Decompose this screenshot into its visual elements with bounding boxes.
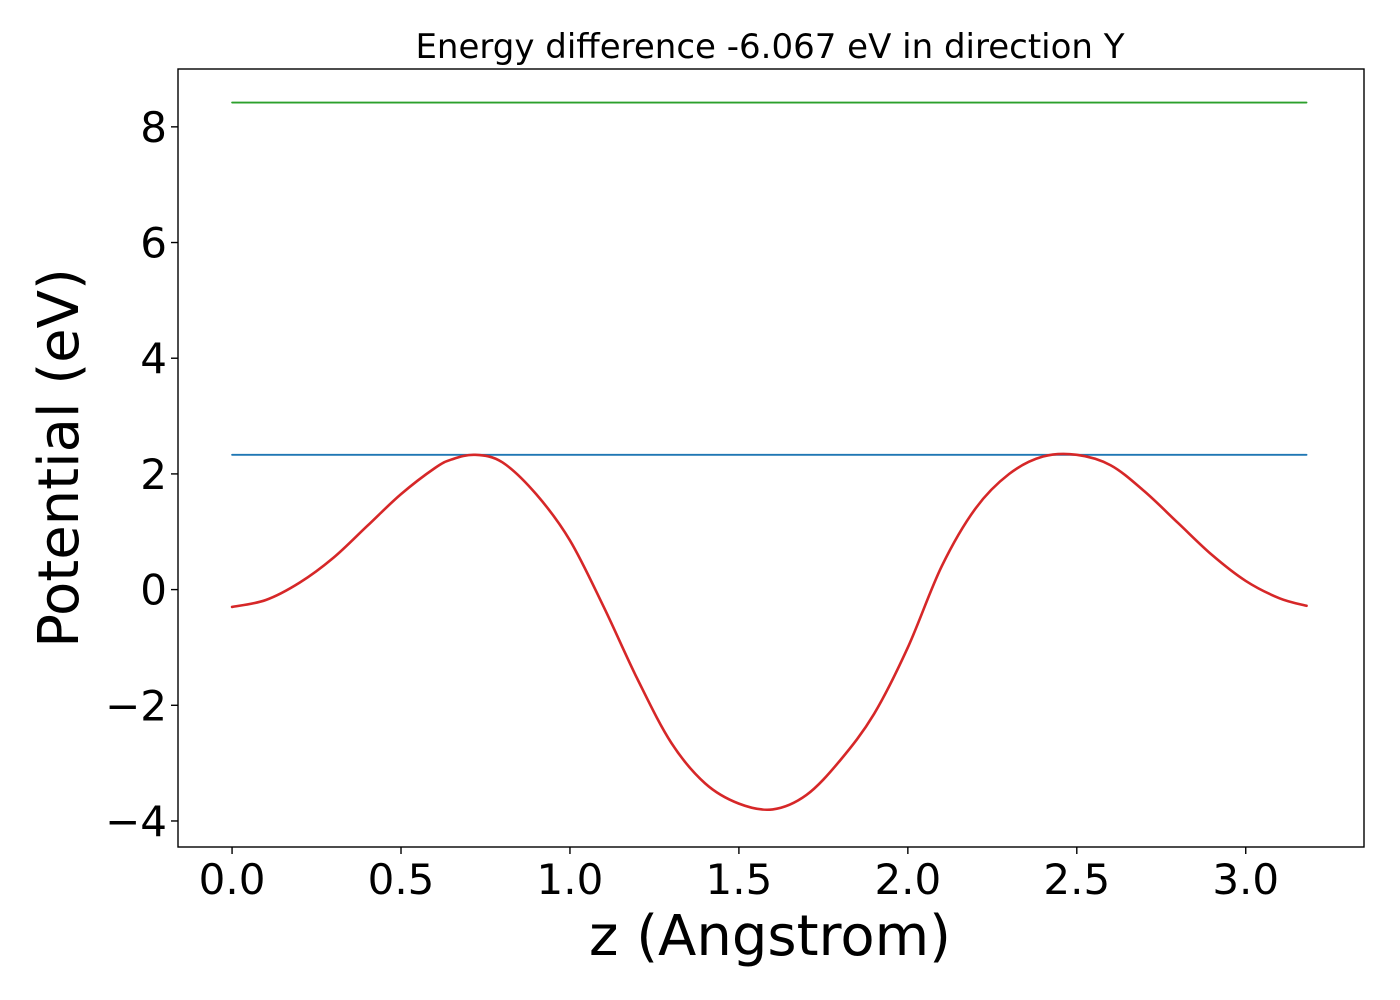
- y-tick-label: −4: [105, 797, 167, 846]
- y-tick-label: −2: [105, 681, 167, 730]
- y-tick-label: 4: [140, 334, 167, 383]
- series-line-2: [230, 452, 1308, 812]
- y-tick-label: 2: [140, 450, 167, 499]
- plot-frame: [177, 68, 1365, 848]
- y-axis-label: Potential (eV): [27, 268, 92, 648]
- y-tick-label: 8: [140, 103, 167, 152]
- chart-title: Energy difference -6.067 eV in direction…: [415, 27, 1124, 67]
- y-axis-ticks: −4 −2 0 2 4 6 8: [105, 103, 178, 846]
- y-tick-label: 6: [140, 219, 167, 268]
- x-tick-label: 3.0: [1212, 855, 1279, 904]
- x-tick-label: 2.0: [874, 855, 941, 904]
- x-tick-label: 2.5: [1043, 855, 1110, 904]
- x-axis-ticks: 0.0 0.5 1.0 1.5 2.0 2.5 3.0: [199, 847, 1279, 904]
- x-tick-label: 1.5: [706, 855, 773, 904]
- x-tick-label: 0.5: [368, 855, 435, 904]
- x-tick-label: 0.0: [199, 855, 266, 904]
- series-layer: [230, 101, 1308, 812]
- x-axis-label: z (Angstrom): [589, 904, 951, 969]
- y-tick-label: 0: [140, 566, 167, 615]
- x-tick-label: 1.0: [537, 855, 604, 904]
